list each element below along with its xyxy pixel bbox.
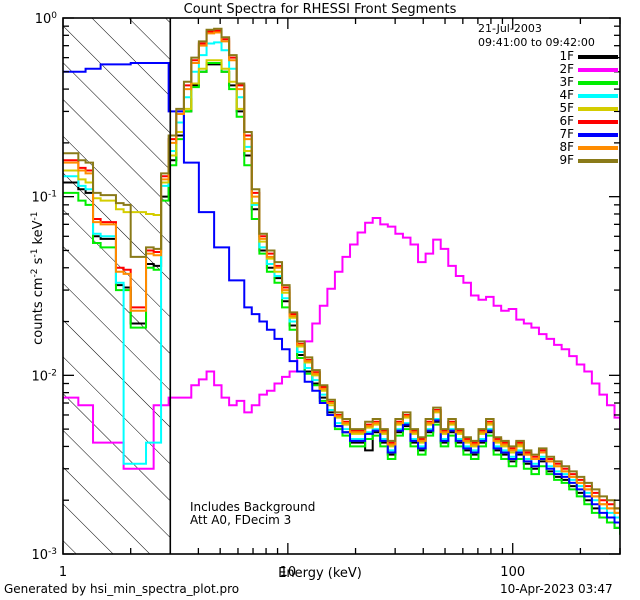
annotation-background: Includes Background (190, 500, 316, 514)
legend-color-swatch (578, 81, 618, 85)
axis-ticks (62, 17, 621, 555)
y-tick-label: 10-1 (31, 190, 57, 206)
x-tick-label: 1 (59, 565, 67, 580)
footer-timestamp: 10-Apr-2023 03:47 (500, 582, 613, 596)
y-tick-label: 10-3 (31, 547, 57, 563)
legend-label: 7F (559, 127, 574, 141)
plot-frame (62, 17, 621, 555)
series-line-7f (63, 61, 620, 529)
annotation-attenuator: Att A0, FDecim 3 (190, 513, 292, 527)
legend-color-swatch (578, 120, 618, 124)
legend-label: 6F (559, 114, 574, 128)
series-line-9f (63, 27, 620, 514)
x-axis-label: Energy (keV) (278, 566, 362, 581)
observation-date: 21-Jul-2003 (478, 22, 542, 35)
legend-label: 8F (559, 140, 574, 154)
legend-label: 2F (559, 62, 574, 76)
legend-color-swatch (578, 159, 618, 163)
legend-item-9f: 9F (440, 153, 620, 167)
legend-color-swatch (578, 133, 618, 137)
legend-item-5f: 5F (440, 101, 620, 115)
observation-time-range: 09:41:00 to 09:42:00 (478, 36, 595, 49)
x-tick-label: 10 (280, 565, 297, 580)
legend-color-swatch (578, 94, 618, 98)
y-tick-label: 100 (35, 11, 58, 27)
footer-generator: Generated by hsi_min_spectra_plot.pro (4, 582, 240, 596)
legend-color-swatch (578, 68, 618, 72)
legend-label: 5F (559, 101, 574, 115)
series-line-2f (63, 216, 620, 470)
legend-item-3f: 3F (440, 75, 620, 89)
legend-item-1f: 1F (440, 49, 620, 63)
legend-item-2f: 2F (440, 62, 620, 76)
legend-label: 1F (559, 49, 574, 63)
legend-color-swatch (578, 146, 618, 150)
y-tick-label: 10-2 (31, 368, 57, 384)
legend-item-8f: 8F (440, 140, 620, 154)
legend-color-swatch (578, 107, 618, 111)
legend-color-swatch (578, 55, 618, 59)
x-tick-label: 100 (500, 565, 525, 580)
legend-label: 9F (559, 153, 574, 167)
legend-item-6f: 6F (440, 114, 620, 128)
legend-label: 4F (559, 88, 574, 102)
legend-label: 3F (559, 75, 574, 89)
legend-item-4f: 4F (440, 88, 620, 102)
page-title: Count Spectra for RHESSI Front Segments (183, 2, 457, 17)
y-axis-label: counts cm-2 s-1 keV-1 (29, 211, 47, 345)
legend-item-7f: 7F (440, 127, 620, 141)
series-group (63, 27, 620, 535)
